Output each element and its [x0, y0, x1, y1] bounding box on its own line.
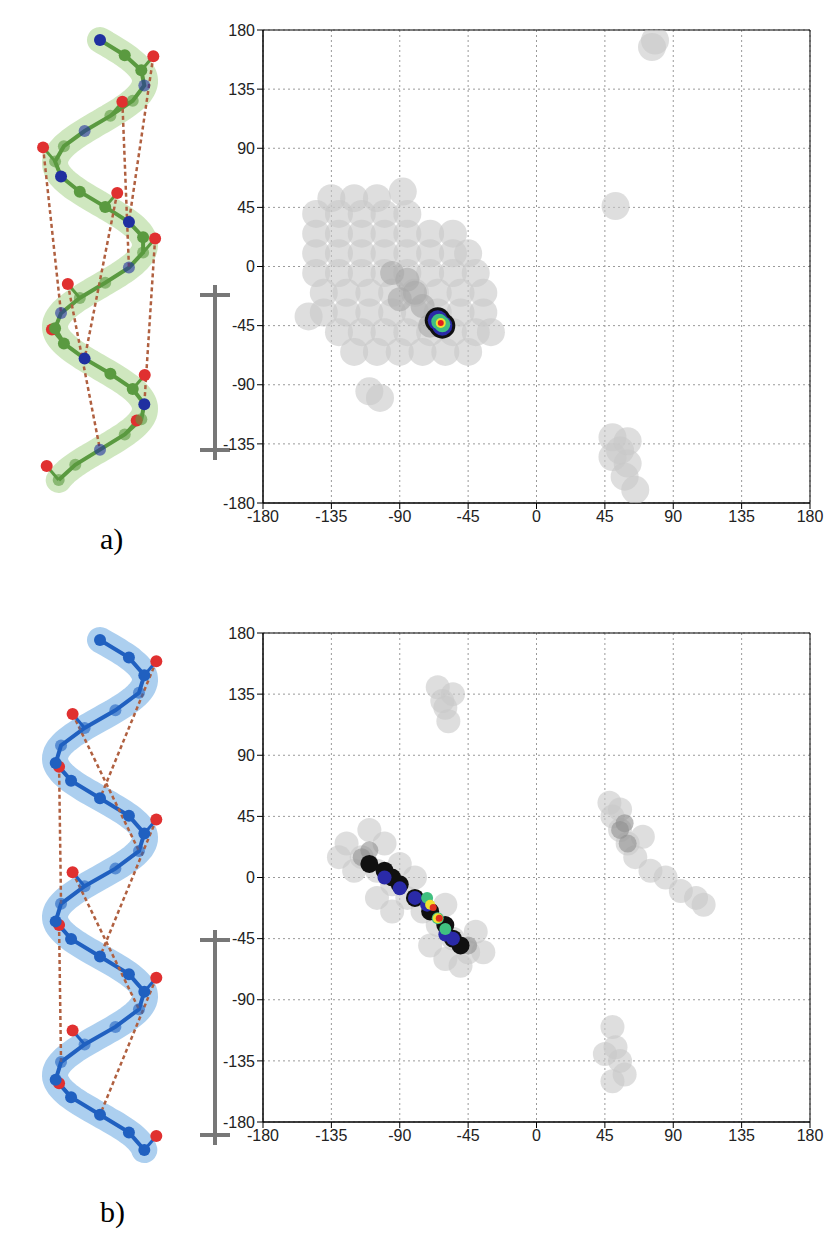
svg-text:0: 0 — [246, 258, 255, 275]
svg-text:45: 45 — [596, 1127, 614, 1144]
svg-text:-180: -180 — [247, 508, 279, 526]
html-text:b): b) — [100, 1195, 125, 1228]
svg-text:90: 90 — [237, 747, 255, 764]
svg-text:180: 180 — [797, 1127, 824, 1144]
svg-text:-90: -90 — [388, 1127, 411, 1144]
svg-text:90: 90 — [237, 140, 255, 157]
svg-text:45: 45 — [596, 508, 614, 525]
svg-text:-135: -135 — [223, 436, 255, 453]
svg-text:-90: -90 — [388, 508, 411, 525]
svg-text:135: 135 — [728, 1127, 755, 1144]
svg-text:180: 180 — [228, 625, 255, 642]
svg-text:-45: -45 — [457, 508, 480, 525]
svg-text:-45: -45 — [232, 930, 255, 947]
svg-text:-135: -135 — [315, 1127, 347, 1144]
svg-text:45: 45 — [237, 808, 255, 825]
svg-text:-180: -180 — [223, 495, 255, 512]
svg-text:135: 135 — [728, 508, 755, 525]
svg-text:-135: -135 — [315, 508, 347, 525]
svg-text:180: 180 — [228, 22, 255, 39]
svg-text:-180: -180 — [223, 1114, 255, 1131]
svg-text:180: 180 — [797, 508, 824, 525]
svg-text:-135: -135 — [223, 1053, 255, 1070]
svg-text:90: 90 — [664, 1127, 682, 1144]
svg-text:-180: -180 — [247, 1127, 279, 1145]
svg-text:135: 135 — [228, 81, 255, 98]
svg-text:135: 135 — [228, 686, 255, 703]
svg-text:-90: -90 — [232, 376, 255, 393]
svg-text:90: 90 — [664, 508, 682, 525]
svg-text:-90: -90 — [232, 991, 255, 1008]
svg-text:0: 0 — [532, 508, 541, 525]
svg-text:0: 0 — [246, 869, 255, 886]
svg-text:-45: -45 — [457, 1127, 480, 1144]
svg-text:45: 45 — [237, 199, 255, 216]
svg-text:0: 0 — [532, 1127, 541, 1144]
svg-text:-45: -45 — [232, 317, 255, 334]
html-text:a): a) — [100, 522, 124, 555]
